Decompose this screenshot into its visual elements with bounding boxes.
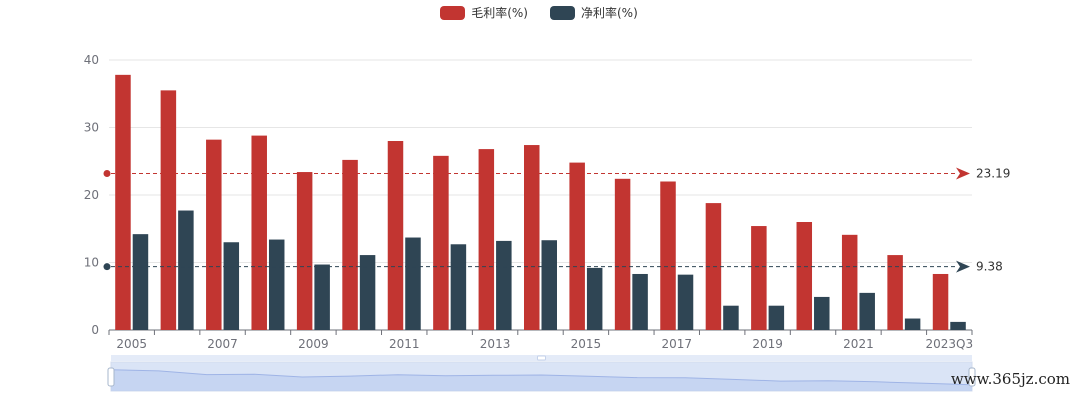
bar-gross-margin[interactable] [115,74,131,330]
watermark-text: www.365jz.com [950,370,1070,388]
bar-gross-margin[interactable] [887,255,903,330]
data-zoom-move-grip[interactable] [537,355,546,361]
x-tick-label: 2005 [116,337,147,351]
bar-net-margin[interactable] [814,296,830,330]
bar-gross-margin[interactable] [342,159,358,330]
bar-gross-margin[interactable] [524,145,540,330]
bar-gross-margin[interactable] [160,90,177,330]
bar-net-margin[interactable] [859,292,875,330]
bar-gross-margin[interactable] [433,155,449,330]
x-tick-label: 2015 [571,337,602,351]
bar-gross-margin[interactable] [796,222,813,330]
bar-net-margin[interactable] [586,267,603,330]
bar-net-margin[interactable] [723,305,739,330]
y-tick-label: 40 [84,53,99,67]
bar-net-margin[interactable] [405,237,421,330]
x-tick-label: 2013 [480,337,511,351]
mark-line-arrow-icon [956,167,970,180]
legend: 毛利率(%) 净利率(%) [0,4,1078,21]
bar-gross-margin[interactable] [206,139,222,330]
legend-item-gross-margin[interactable]: 毛利率(%) [440,4,528,21]
bar-net-margin[interactable] [268,239,285,330]
data-zoom-preview-line [110,369,973,386]
x-tick-label: 2023Q3 [925,337,973,351]
legend-label-net-margin: 净利率(%) [581,6,638,20]
x-tick-label: 2019 [752,337,783,351]
data-zoom-handle-left[interactable] [107,367,115,387]
bar-gross-margin[interactable] [296,172,313,330]
mark-line-start-dot [103,169,111,177]
x-tick-label: 2007 [207,337,238,351]
y-tick-label: 20 [84,188,99,202]
bar-gross-margin[interactable] [841,234,858,330]
bar-net-margin[interactable] [677,274,694,330]
data-zoom-handle-right[interactable] [968,367,976,387]
bar-gross-margin[interactable] [660,181,676,331]
bar-net-margin[interactable] [314,264,330,330]
bar-gross-margin[interactable] [569,162,585,330]
bar-gross-margin[interactable] [478,149,495,330]
y-tick-label: 10 [84,256,99,270]
bar-gross-margin[interactable] [932,273,949,330]
x-tick-label: 2021 [843,337,874,351]
legend-item-net-margin[interactable]: 净利率(%) [550,4,638,21]
legend-label-gross-margin: 毛利率(%) [471,6,528,20]
bar-net-margin[interactable] [904,318,921,330]
bar-net-margin[interactable] [632,273,648,330]
x-tick-label: 2009 [298,337,329,351]
bar-net-margin[interactable] [950,321,966,330]
bar-net-margin[interactable] [450,244,467,330]
y-tick-label: 0 [91,323,99,337]
legend-swatch-net-margin [550,5,575,20]
data-zoom-preview-area [111,369,972,391]
mark-line-label: 23.19 [976,166,1010,180]
bar-gross-margin[interactable] [251,135,267,330]
legend-swatch-gross-margin [440,5,466,20]
bar-gross-margin[interactable] [614,178,631,330]
mark-line-start-dot [103,263,111,271]
bar-gross-margin[interactable] [387,141,404,330]
bar-net-margin[interactable] [496,240,512,330]
mark-line-arrow-icon [956,260,970,273]
bar-net-margin[interactable] [178,210,194,330]
x-tick-label: 2011 [389,337,420,351]
bar-net-margin[interactable] [541,240,558,330]
bar-net-margin[interactable] [359,255,376,330]
y-tick-label: 30 [84,121,99,135]
bar-net-margin[interactable] [223,242,240,330]
bar-gross-margin[interactable] [751,226,767,330]
mark-line-label: 9.38 [976,260,1003,274]
bar-net-margin[interactable] [768,305,785,330]
bar-net-margin[interactable] [132,234,149,330]
x-tick-label: 2017 [661,337,692,351]
